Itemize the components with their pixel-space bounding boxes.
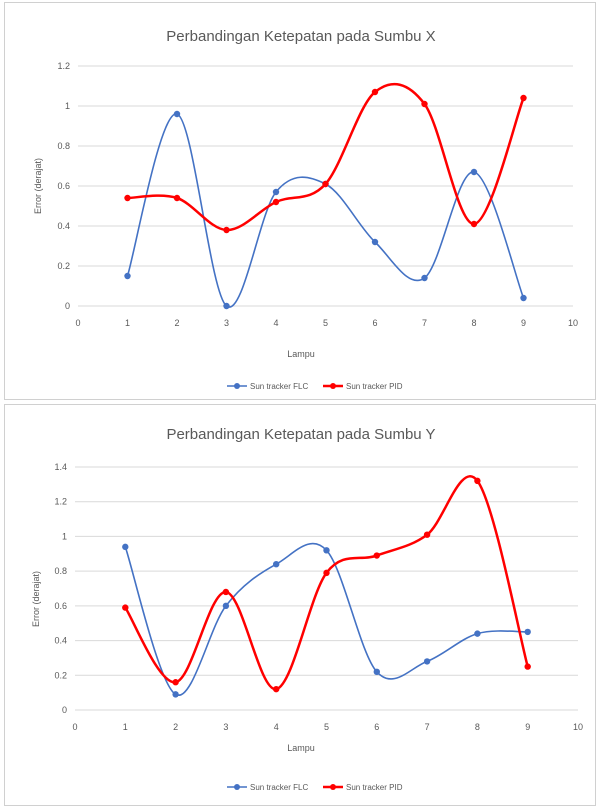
- data-point: [222, 602, 230, 610]
- x-tick-label: 10: [573, 722, 583, 732]
- data-point: [272, 188, 280, 196]
- data-point: [373, 668, 380, 676]
- y-tick-label: 1.2: [54, 497, 67, 507]
- y-axis-label: Error (derajat): [31, 571, 41, 627]
- chart-y-svg: Perbandingan Ketepatan pada Sumbu Y Lamp…: [31, 426, 583, 792]
- legend-label: Sun tracker FLC: [250, 382, 308, 391]
- x-tick-label: 4: [273, 318, 278, 328]
- x-tick-label: 7: [422, 318, 427, 328]
- data-point: [470, 168, 478, 176]
- data-point: [371, 238, 379, 246]
- x-tick-label: 2: [174, 318, 179, 328]
- data-point: [223, 226, 230, 234]
- legend-label: Sun tracker FLC: [250, 783, 308, 792]
- chart-x-svg: Perbandingan Ketepatan pada Sumbu X Lamp…: [33, 28, 578, 391]
- x-axis-label: Lampu: [287, 349, 315, 359]
- data-point: [222, 588, 230, 596]
- data-point: [322, 180, 329, 188]
- x-tick-label: 0: [75, 318, 80, 328]
- chart-sumbu-x: Perbandingan Ketepatan pada Sumbu X Lamp…: [4, 2, 596, 400]
- y-tick-label: 0.6: [54, 601, 67, 611]
- data-point: [524, 663, 531, 670]
- x-axis-label: Lampu: [287, 743, 315, 753]
- data-point: [470, 220, 478, 228]
- x-tick-label: 0: [72, 722, 77, 732]
- data-point: [122, 543, 129, 551]
- data-point: [323, 547, 330, 554]
- x-tick-label: 8: [475, 722, 480, 732]
- x-tick-label: 5: [324, 722, 329, 732]
- chart-sumbu-y: Perbandingan Ketepatan pada Sumbu Y Lamp…: [4, 404, 596, 806]
- y-tick-label: 0.6: [57, 181, 70, 191]
- series-line-pid: [124, 475, 529, 691]
- data-point: [272, 198, 280, 206]
- data-point: [423, 531, 431, 538]
- legend-label: Sun tracker PID: [346, 783, 403, 792]
- x-tick-label: 9: [525, 722, 530, 732]
- x-tick-label: 1: [125, 318, 130, 328]
- x-tick-label: 6: [374, 722, 379, 732]
- x-tick-label: 6: [372, 318, 377, 328]
- series-line-flc: [126, 113, 525, 308]
- chart-title: Perbandingan Ketepatan pada Sumbu X: [166, 28, 435, 45]
- y-tick-label: 1.4: [54, 462, 67, 472]
- data-point: [273, 561, 280, 568]
- y-tick-label: 0.4: [57, 221, 70, 231]
- x-tick-label: 7: [425, 722, 430, 732]
- y-tick-label: 1: [62, 531, 67, 541]
- x-tick-label: 9: [521, 318, 526, 328]
- data-point: [373, 552, 380, 559]
- data-point: [323, 569, 330, 577]
- legend-marker: [330, 383, 336, 389]
- x-tick-label: 3: [223, 722, 228, 732]
- data-point: [223, 302, 230, 310]
- x-tick-label: 3: [224, 318, 229, 328]
- data-point: [173, 110, 181, 118]
- y-tick-label: 0: [62, 705, 67, 715]
- data-point: [520, 94, 527, 102]
- x-tick-label: 1: [123, 722, 128, 732]
- data-point: [474, 477, 481, 485]
- y-tick-label: 0.8: [54, 566, 67, 576]
- chart-title: Perbandingan Ketepatan pada Sumbu Y: [166, 426, 435, 443]
- data-point: [172, 691, 179, 698]
- data-point: [520, 294, 527, 302]
- y-tick-label: 0.8: [57, 141, 70, 151]
- x-tick-label: 8: [471, 318, 476, 328]
- data-point: [124, 194, 131, 202]
- y-tick-label: 0.2: [54, 670, 67, 680]
- legend-marker: [330, 784, 336, 790]
- legend-label: Sun tracker PID: [346, 382, 403, 391]
- y-tick-label: 0.2: [57, 261, 70, 271]
- y-axis-label: Error (derajat): [33, 158, 43, 214]
- data-point: [172, 679, 179, 686]
- data-point: [421, 100, 428, 108]
- x-tick-label: 4: [274, 722, 279, 732]
- data-point: [421, 274, 428, 282]
- y-tick-label: 1: [65, 101, 70, 111]
- data-point: [122, 604, 129, 611]
- y-tick-label: 0: [65, 301, 70, 311]
- data-point: [124, 272, 131, 280]
- x-tick-label: 5: [323, 318, 328, 328]
- x-tick-label: 2: [173, 722, 178, 732]
- data-point: [371, 88, 379, 96]
- y-tick-label: 0.4: [54, 636, 67, 646]
- data-point: [273, 685, 280, 693]
- x-tick-label: 10: [568, 318, 578, 328]
- legend-marker: [234, 784, 240, 790]
- data-point: [423, 658, 431, 665]
- legend-marker: [234, 383, 240, 389]
- y-tick-label: 1.2: [57, 61, 70, 71]
- data-point: [524, 628, 531, 636]
- data-point: [173, 194, 181, 202]
- data-point: [474, 630, 481, 637]
